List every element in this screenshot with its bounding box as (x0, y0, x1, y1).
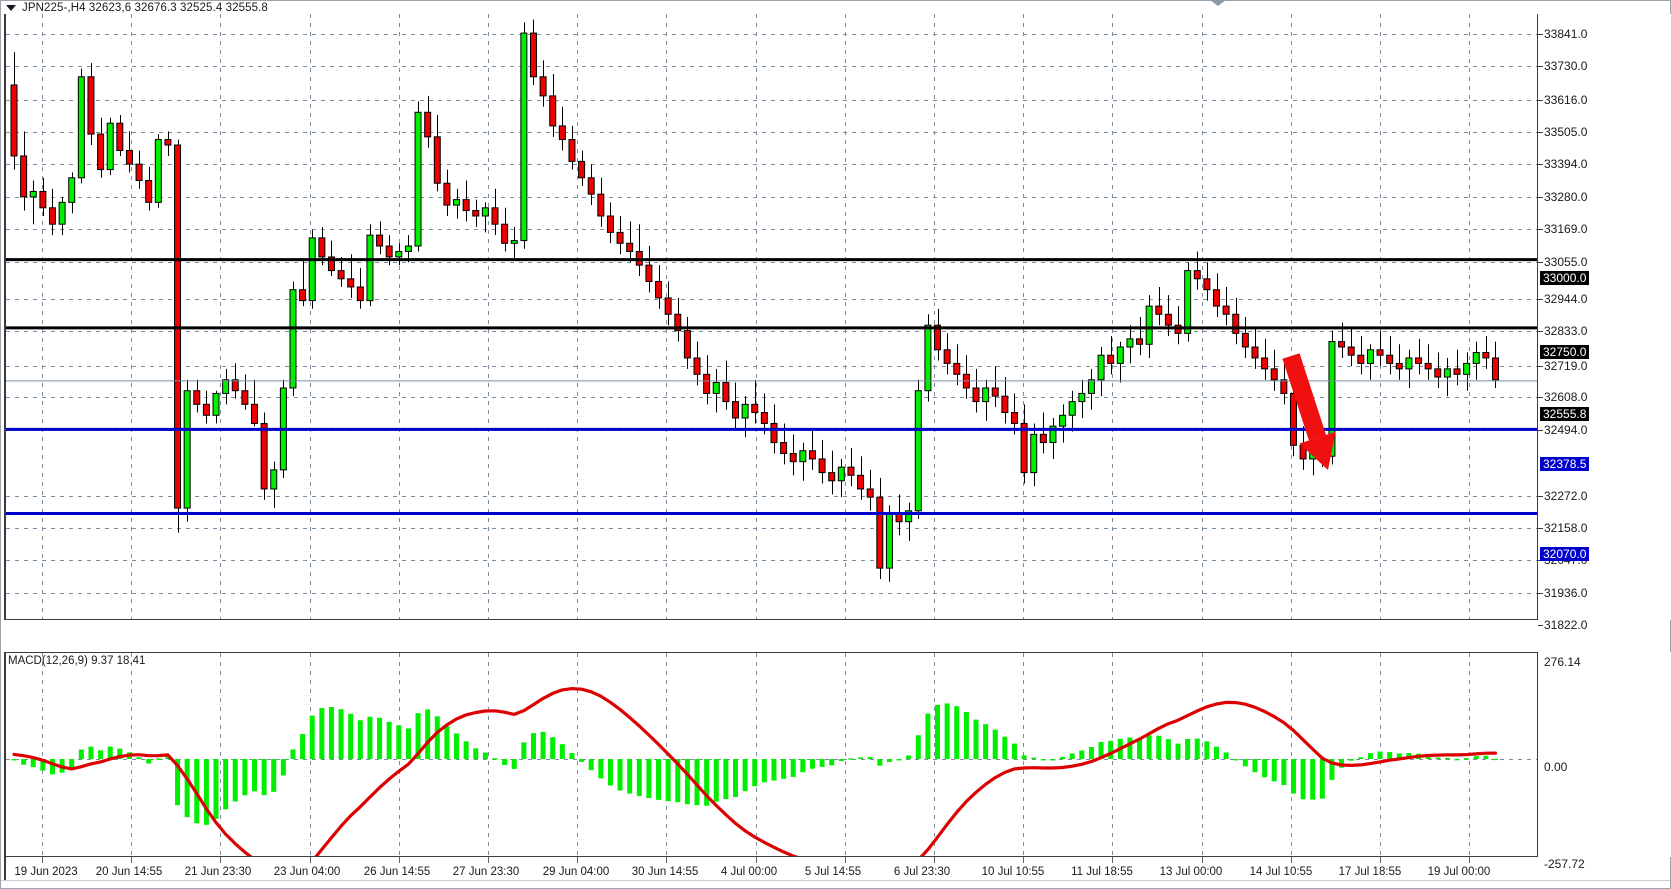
time-tick-mark (1202, 857, 1203, 863)
price-level-label[interactable]: 32378.5 (1540, 457, 1590, 471)
price-tick-mark (1538, 593, 1543, 594)
price-tick-mark (1538, 66, 1543, 67)
time-tick-label: 10 Jul 10:55 (981, 866, 1045, 878)
price-tick-mark (1538, 229, 1543, 230)
price-tick-label: 33055.0 (1544, 255, 1588, 269)
price-tick-label: 33394.0 (1544, 157, 1588, 171)
price-tick-label: 32719.0 (1544, 359, 1588, 373)
price-tick-label: 33169.0 (1544, 222, 1588, 236)
price-scale-axis[interactable]: 33841.0 33730.0 33616.0 33505.0 33394.0 33280… (1538, 14, 1671, 667)
time-tick-mark (1023, 857, 1024, 863)
price-tick-label: 31936.0 (1544, 586, 1588, 600)
price-tick-mark (1538, 262, 1543, 263)
time-tick-mark (1112, 857, 1113, 863)
time-tick-label: 14 Jul 10:55 (1249, 866, 1313, 878)
price-tick-mark (1538, 34, 1543, 35)
time-tick-label: 20 Jun 14:55 (95, 866, 163, 878)
time-tick-label: 29 Jun 04:00 (542, 866, 610, 878)
time-tick-mark (845, 857, 846, 863)
price-chart-pane[interactable] (4, 14, 1538, 620)
price-tick-mark (1538, 197, 1543, 198)
price-tick-label: 32158.0 (1544, 521, 1588, 535)
price-tick-mark (1538, 100, 1543, 101)
time-tick-label: 30 Jun 14:55 (631, 866, 699, 878)
time-tick-mark (220, 857, 221, 863)
time-tick-label: 19 Jun 2023 (14, 866, 78, 878)
price-level-label[interactable]: 32750.0 (1540, 345, 1590, 359)
macd-tick-label: -257.72 (1544, 857, 1585, 871)
chart-scroll-nub[interactable] (1210, 0, 1226, 7)
price-tick-label: 33616.0 (1544, 93, 1588, 107)
price-tick-label: 32944.0 (1544, 292, 1588, 306)
status-strip (1, 880, 1670, 888)
time-tick-label: 26 Jun 14:55 (363, 866, 431, 878)
price-tick-label: 32494.0 (1544, 423, 1588, 437)
price-tick-label: 32608.0 (1544, 390, 1588, 404)
price-chart-canvas[interactable] (6, 14, 1538, 620)
time-tick-mark (666, 857, 667, 863)
price-tick-mark (1538, 496, 1543, 497)
price-tick-label: 32272.0 (1544, 489, 1588, 503)
time-tick-label: 13 Jul 00:00 (1159, 866, 1223, 878)
chevron-down-icon[interactable] (6, 5, 16, 11)
time-tick-mark (131, 857, 132, 863)
symbol-ohlc-label: JPN225-,H4 32623,6 32676.3 32525.4 32555… (22, 2, 268, 14)
time-tick-mark (1380, 857, 1381, 863)
time-scale-axis[interactable]: 19 Jun 2023 20 Jun 14:55 21 Jun 23:30 23 Ju… (4, 857, 1538, 887)
symbol-info-bar[interactable]: JPN225-,H4 32623,6 32676.3 32525.4 32555… (6, 1, 268, 15)
price-tick-label: 32833.0 (1544, 324, 1588, 338)
price-tick-label: 33505.0 (1544, 125, 1588, 139)
price-tick-mark (1538, 430, 1543, 431)
price-tick-mark (1538, 132, 1543, 133)
time-tick-mark (756, 857, 757, 863)
macd-tick-label: 276.14 (1544, 655, 1581, 669)
time-tick-mark (488, 857, 489, 863)
macd-indicator-label: MACD(12,26,9) 9.37 18.41 (8, 655, 146, 667)
price-tick-mark (1538, 366, 1543, 367)
price-tick-mark (1538, 397, 1543, 398)
price-tick-mark (1538, 528, 1543, 529)
time-tick-mark (1291, 857, 1292, 863)
time-tick-mark (42, 857, 43, 863)
time-tick-mark (310, 857, 311, 863)
time-tick-mark (1469, 857, 1470, 863)
time-tick-label: 5 Jul 14:55 (804, 866, 862, 878)
macd-chart-canvas[interactable] (6, 653, 1538, 857)
time-tick-mark (934, 857, 935, 863)
time-tick-label: 19 Jul 00:00 (1427, 866, 1491, 878)
price-tick-label: 31822.0 (1544, 618, 1588, 632)
time-tick-label: 17 Jul 18:55 (1338, 866, 1402, 878)
price-level-label[interactable]: 32070.0 (1540, 547, 1590, 561)
macd-indicator-pane[interactable] (4, 652, 1538, 857)
macd-tick-label: 0.00 (1544, 760, 1568, 774)
time-tick-mark (399, 857, 400, 863)
time-tick-label: 4 Jul 00:00 (720, 866, 778, 878)
price-level-label[interactable]: 33000.0 (1540, 271, 1590, 285)
price-tick-label: 33841.0 (1544, 27, 1588, 41)
price-tick-mark (1538, 164, 1543, 165)
time-tick-label: 6 Jul 23:30 (893, 866, 951, 878)
price-tick-mark (1538, 299, 1543, 300)
time-tick-mark (577, 857, 578, 863)
price-tick-label: 33280.0 (1544, 190, 1588, 204)
price-level-label[interactable]: 32555.8 (1540, 407, 1590, 421)
price-tick-mark (1538, 625, 1543, 626)
price-tick-mark (1538, 331, 1543, 332)
macd-scale-axis: 276.14 0.00 -257.72 (1538, 652, 1671, 870)
time-tick-label: 23 Jun 04:00 (273, 866, 341, 878)
price-tick-label: 33730.0 (1544, 59, 1588, 73)
time-tick-label: 27 Jun 23:30 (452, 866, 520, 878)
time-tick-label: 11 Jul 18:55 (1071, 866, 1133, 878)
time-tick-label: 21 Jun 23:30 (184, 866, 252, 878)
